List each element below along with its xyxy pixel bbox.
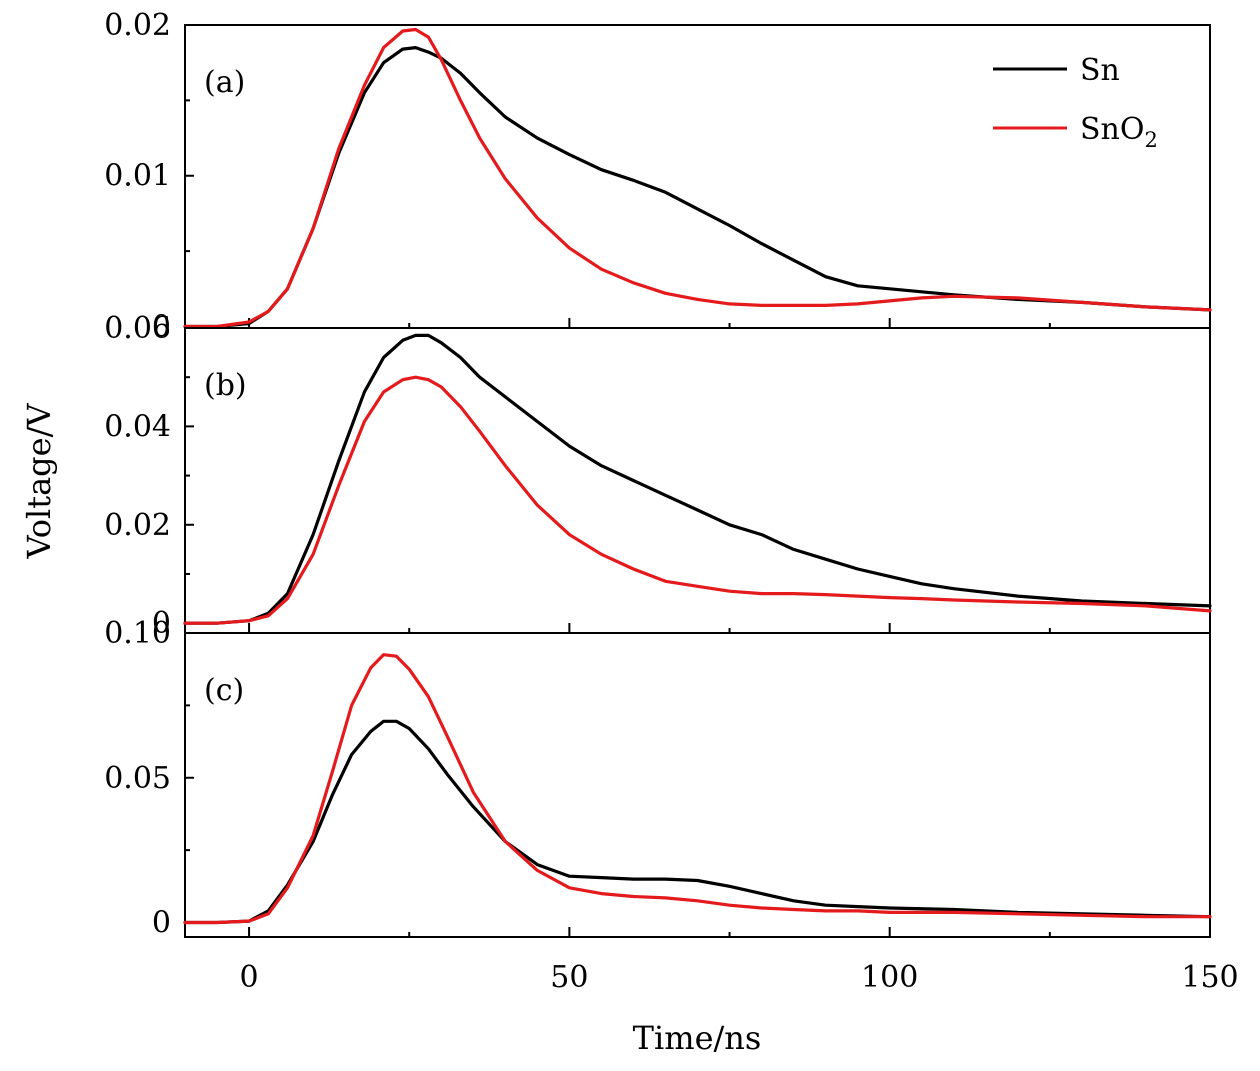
y-tick-label: 0.04: [104, 409, 171, 444]
x-tick-label: 0: [240, 960, 259, 995]
x-tick-label: 50: [550, 960, 588, 995]
panel-tag: (c): [204, 673, 244, 708]
legend-label-sn: Sn: [1080, 53, 1120, 88]
legend: Sn SnO2: [993, 53, 1158, 152]
panel-a: 0 0.01 0.02 (a): [104, 8, 1212, 344]
series-line-sno2-b: [183, 375, 1212, 625]
y-tick-label: 0: [152, 606, 171, 641]
series-line-sn-c: [183, 719, 1212, 925]
y-tick-label: 0: [152, 906, 171, 941]
y-tick-label: 0: [152, 309, 171, 344]
panel-tag: (b): [204, 368, 247, 403]
panel-tag: (a): [204, 65, 245, 100]
y-axis-title: Voltage/V: [20, 403, 58, 560]
y-tick-label: 0.02: [104, 508, 171, 543]
y-tick-label: 0.05: [104, 761, 171, 796]
panels: 0 0.01 0.02 (a) 0 0.02 0.04 0.06 (b) 0 0.05 0.10 (c): [104, 8, 1212, 941]
y-tick-label: 0.10: [104, 616, 171, 651]
y-tick-label: 0.01: [104, 159, 171, 194]
legend-label-sno2-base: SnO: [1080, 112, 1144, 147]
y-tick-label: 0.06: [104, 311, 171, 346]
x-tick-labels: 0 50 100 150: [240, 960, 1239, 995]
series-line-sno2-a: [183, 27, 1212, 329]
series-line-sno2-c: [183, 653, 1212, 925]
series-line-sn-a: [183, 45, 1212, 329]
x-tick-label: 100: [861, 960, 918, 995]
panel-frame: [184, 632, 1211, 938]
legend-label-sno2: SnO2: [1080, 112, 1158, 152]
x-tick-label: 150: [1181, 960, 1238, 995]
panel-c: 0 0.05 0.10 (c): [104, 616, 1212, 941]
x-axis-title: Time/ns: [633, 1019, 762, 1057]
legend-label-sno2-subscript: 2: [1144, 128, 1157, 152]
series-line-sn-b: [183, 333, 1212, 625]
y-tick-label: 0.02: [104, 8, 171, 43]
panel-b: 0 0.02 0.04 0.06 (b): [104, 311, 1212, 641]
